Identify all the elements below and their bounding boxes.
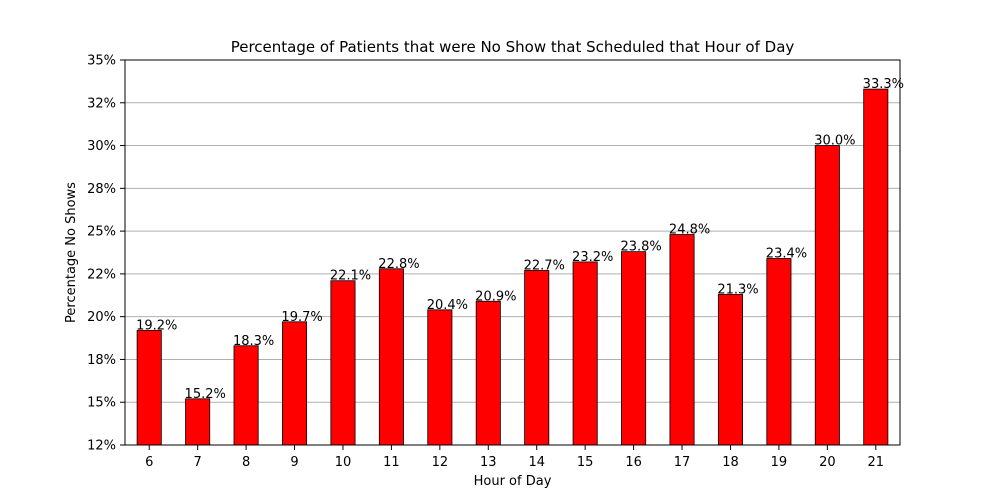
data-label: 30.0% [814,134,855,149]
data-label: 15.2% [185,387,226,402]
x-tick-label: 8 [242,455,250,470]
x-tick-label: 18 [722,455,739,470]
y-tick-label: 20% [87,310,116,325]
bar-hour-13 [475,300,501,446]
data-label: 18.3% [233,334,274,349]
chart-title: Percentage of Patients that were No Show… [231,38,795,56]
y-tick-label: 35% [87,54,116,69]
x-tick-label: 9 [290,455,298,470]
y-axis-label: Percentage No Shows [64,182,79,323]
data-label: 24.8% [669,223,710,238]
y-tick-label: 15% [87,396,116,411]
y-tick-label: 28% [87,182,116,197]
data-label: 23.4% [766,246,807,261]
bar-hour-7 [185,398,211,446]
y-tick-label: 32% [87,96,116,111]
plot-frame [124,59,901,446]
x-tick-label: 13 [480,455,497,470]
data-label: 22.8% [378,257,419,272]
data-label: 19.7% [281,310,322,325]
x-tick-label: 16 [625,455,642,470]
x-tick-label: 19 [771,455,788,470]
data-label: 20.4% [427,298,468,313]
x-tick-label: 10 [335,455,352,470]
bar-hour-21 [863,88,889,446]
x-tick-label: 17 [674,455,691,470]
bar-hour-18 [717,294,743,446]
data-label: 23.2% [572,250,613,265]
y-tick-label: 25% [87,225,116,240]
x-tick-label: 6 [145,455,153,470]
bar-hour-6 [136,329,162,446]
data-label: 21.3% [717,282,758,297]
bar-hour-8 [233,345,259,446]
x-tick-label: 20 [819,455,836,470]
bar-hour-11 [378,268,404,446]
x-tick-label: 15 [577,455,594,470]
y-tick-label: 22% [87,267,116,282]
bar-hour-16 [621,251,647,446]
bar-hour-10 [330,280,356,446]
bars [136,88,889,446]
x-axis-label: Hour of Day [474,474,552,489]
bar-hour-17 [669,234,695,446]
y-tick-label: 12% [87,439,116,454]
x-tick-label: 11 [383,455,400,470]
x-tick-label: 7 [194,455,202,470]
x-tick-label: 14 [528,455,545,470]
x-tick-label: 12 [432,455,449,470]
data-label: 33.3% [863,77,904,92]
bar-hour-20 [814,145,840,446]
axes: 12% 15% 18% 20% 22% 25% 28% 30% 32% 35% 6 7 8 9 10 11 12… [87,54,884,471]
data-label: 20.9% [475,289,516,304]
data-label: 23.8% [620,240,661,255]
data-label: 22.1% [330,269,371,284]
bar-hour-14 [524,270,550,446]
data-label: 19.2% [136,318,177,333]
y-tick-label: 30% [87,139,116,154]
data-label: 22.7% [524,258,565,273]
bar-hour-9 [282,321,308,446]
y-tick-label: 18% [87,353,116,368]
x-tick-label: 21 [868,455,885,470]
data-labels: 19.2% 15.2% 18.3% 19.7% 22.1% 22.8% 20.4% 20.9%… [136,77,904,402]
bar-hour-12 [427,309,453,446]
bar-hour-19 [766,258,792,446]
bar-hour-15 [572,261,598,446]
